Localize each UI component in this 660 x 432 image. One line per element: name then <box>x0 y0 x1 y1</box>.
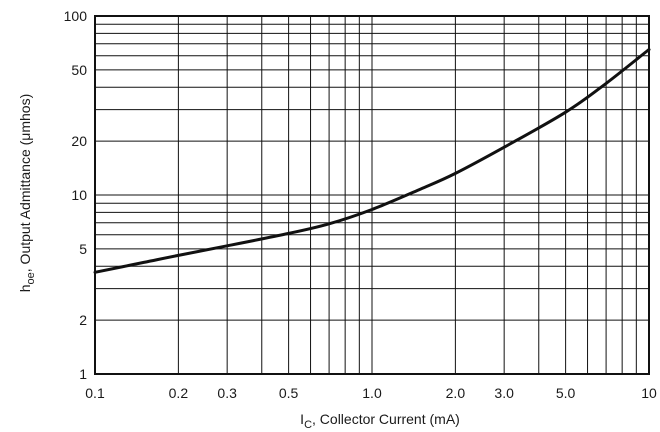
y-tick-label: 10 <box>71 187 87 203</box>
x-tick-label: 0.2 <box>169 385 189 401</box>
x-tick-label: 0.1 <box>85 385 105 401</box>
plot-frame <box>94 15 650 375</box>
y-tick-label: 1 <box>79 366 87 382</box>
x-tick-label: 0.3 <box>217 385 237 401</box>
y-tick-label: 5 <box>79 241 87 257</box>
x-tick-label: 2.0 <box>446 385 466 401</box>
x-tick-label: 0.5 <box>279 385 299 401</box>
y-tick-label: 2 <box>79 312 87 328</box>
y-tick-label: 20 <box>71 133 87 149</box>
x-tick-label: 3.0 <box>494 385 514 401</box>
x-tick-label: 10 <box>641 385 657 401</box>
x-axis-label: IC, Collector Current (mA) <box>300 411 460 431</box>
y-tick-label: 50 <box>71 62 87 78</box>
x-tick-label: 5.0 <box>556 385 576 401</box>
grid <box>95 16 649 374</box>
x-tick-labels: 0.1 0.2 0.3 0.5 1.0 2.0 3.0 5.0 10 <box>85 385 657 401</box>
y-tick-labels: 1 2 5 10 20 50 100 <box>64 8 88 382</box>
y-tick-label: 100 <box>64 8 88 24</box>
y-axis-label: hoe, Output Admittance (μmhos) <box>17 94 37 293</box>
x-tick-label: 1.0 <box>362 385 382 401</box>
series-line <box>93 48 651 274</box>
series-group <box>93 48 651 274</box>
